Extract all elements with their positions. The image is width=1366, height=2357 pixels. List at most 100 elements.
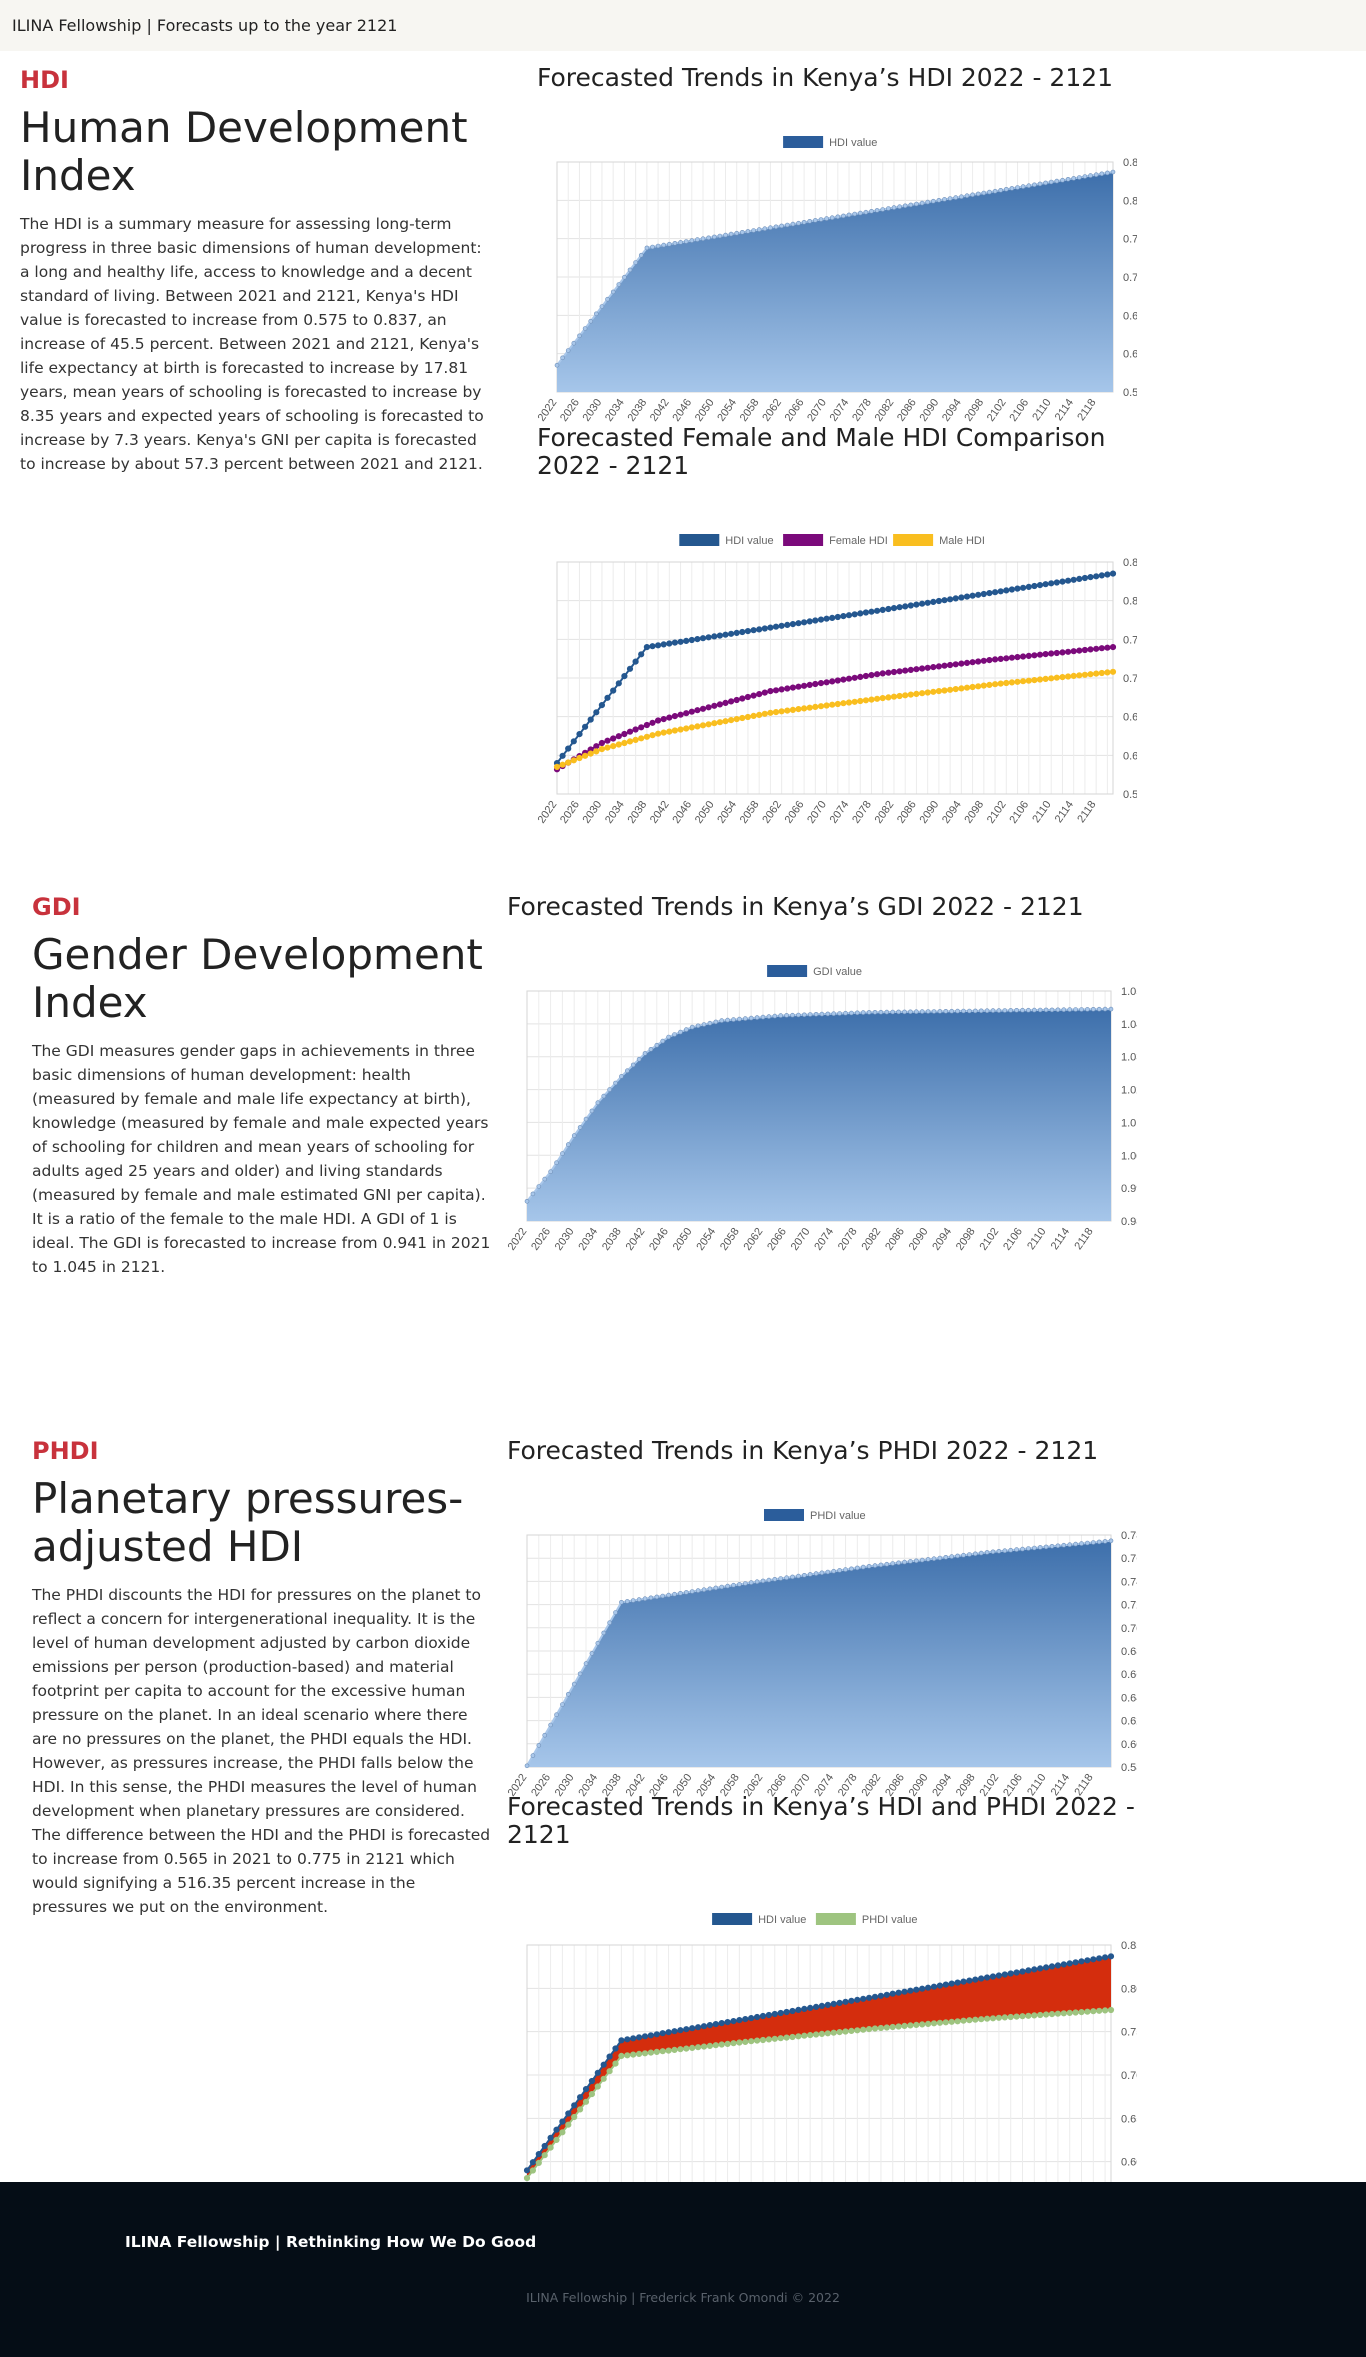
hdi-value-point[interactable] [547, 2134, 554, 2141]
phdi-value-point[interactable] [1090, 1540, 1096, 1545]
phdi-value-point[interactable] [742, 2038, 749, 2045]
legend-swatch[interactable] [767, 965, 808, 977]
male-hdi-point[interactable] [581, 752, 589, 759]
female-hdi-point[interactable] [778, 686, 785, 693]
phdi-value-point[interactable] [902, 1559, 907, 1565]
hdi-value-point[interactable] [1065, 177, 1071, 182]
hdi-value-point[interactable] [1104, 571, 1111, 578]
male-hdi-point[interactable] [576, 754, 583, 762]
female-hdi-point[interactable] [716, 701, 723, 708]
gdi-value-point[interactable] [825, 1011, 831, 1017]
phdi-value-point[interactable] [790, 1574, 795, 1580]
male-hdi-point[interactable] [1048, 675, 1055, 682]
phdi-value-point[interactable] [913, 2021, 920, 2028]
phdi-value-point[interactable] [754, 1579, 760, 1584]
legend-label[interactable]: GDI value [813, 966, 862, 978]
phdi-value-point[interactable] [524, 1763, 530, 1769]
hdi-value-point[interactable] [907, 1987, 914, 1994]
phdi-value-point[interactable] [1102, 1539, 1108, 1544]
legend-label[interactable]: HDI value [758, 1914, 806, 1926]
phdi-value-point[interactable] [795, 2033, 802, 2040]
female-hdi-point[interactable] [868, 672, 875, 679]
phdi-value-point[interactable] [700, 2043, 708, 2050]
hdi-value-point[interactable] [885, 605, 892, 613]
female-hdi-point[interactable] [593, 743, 600, 750]
hdi-value-point[interactable] [972, 1976, 979, 1983]
hdi-value-point[interactable] [1110, 169, 1116, 175]
hdi-value-point[interactable] [661, 242, 666, 248]
phdi-value-point[interactable] [878, 1562, 884, 1568]
hdi-value-point[interactable] [978, 1975, 985, 1982]
gdi-value-point[interactable] [1043, 1007, 1049, 1013]
hdi-value-point[interactable] [565, 745, 572, 752]
male-hdi-point[interactable] [1031, 677, 1038, 684]
phdi-value-point[interactable] [837, 1568, 842, 1573]
hdi-value-point[interactable] [577, 333, 582, 339]
gdi-value-point[interactable] [1108, 1006, 1114, 1012]
phdi-value-point[interactable] [1090, 2008, 1097, 2015]
female-hdi-point[interactable] [677, 711, 684, 718]
hdi-value-point[interactable] [773, 224, 779, 230]
phdi-value-point[interactable] [907, 2022, 914, 2029]
hdi-value-point[interactable] [842, 1998, 849, 2005]
phdi-value-point[interactable] [659, 2048, 666, 2055]
female-hdi-point[interactable] [666, 714, 673, 721]
phdi-value-point[interactable] [565, 2121, 572, 2128]
phdi-value-point[interactable] [995, 2014, 1003, 2021]
male-hdi-point[interactable] [660, 729, 667, 736]
male-hdi-point[interactable] [862, 697, 870, 704]
hdi-value-point[interactable] [711, 633, 718, 640]
female-hdi-point[interactable] [683, 710, 690, 717]
female-hdi-point[interactable] [610, 735, 617, 742]
male-hdi-point[interactable] [789, 706, 796, 713]
gdi-value-point[interactable] [1085, 1007, 1090, 1012]
phdi-value-point[interactable] [1107, 2006, 1115, 2014]
phdi-value-point[interactable] [583, 1661, 589, 1666]
hdi-value-point[interactable] [919, 1985, 926, 1992]
hdi-value-point[interactable] [1054, 178, 1060, 184]
male-hdi-point[interactable] [638, 735, 645, 742]
gdi-value-point[interactable] [583, 1116, 589, 1122]
hdi-value-point[interactable] [694, 636, 701, 643]
hdi-value-point[interactable] [1101, 1954, 1109, 1961]
hdi-value-point[interactable] [891, 205, 897, 210]
hdi-value-point[interactable] [866, 1994, 873, 2001]
hdi-value-point[interactable] [1014, 585, 1021, 592]
phdi-value-point[interactable] [989, 2015, 997, 2022]
gdi-value-point[interactable] [902, 1009, 907, 1015]
male-hdi-point[interactable] [688, 724, 695, 731]
hdi-value-point[interactable] [930, 1983, 938, 1990]
hdi-value-point[interactable] [818, 217, 824, 222]
female-hdi-point[interactable] [930, 664, 937, 671]
phdi-value-point[interactable] [731, 1582, 736, 1588]
female-hdi-point[interactable] [924, 664, 931, 671]
gdi-value-point[interactable] [819, 1011, 825, 1017]
hdi-value-point[interactable] [688, 636, 695, 644]
hdi-value-point[interactable] [877, 1992, 885, 1999]
male-hdi-point[interactable] [1109, 668, 1117, 675]
female-hdi-point[interactable] [761, 689, 768, 696]
phdi-value-point[interactable] [737, 1582, 742, 1587]
female-hdi-point[interactable] [952, 661, 959, 668]
phdi-value-point[interactable] [778, 1576, 784, 1581]
gdi-value-point[interactable] [831, 1011, 837, 1016]
male-hdi-point[interactable] [593, 748, 600, 755]
hdi-value-point[interactable] [930, 598, 937, 605]
hdi-value-point[interactable] [818, 2002, 826, 2009]
hdi-value-point[interactable] [672, 241, 678, 246]
hdi-value-point[interactable] [638, 651, 645, 658]
female-hdi-point[interactable] [834, 677, 841, 684]
hdi-value-point[interactable] [919, 200, 925, 206]
hdi-value-point[interactable] [683, 637, 690, 644]
male-hdi-point[interactable] [553, 763, 561, 771]
phdi-value-point[interactable] [854, 1565, 860, 1571]
female-hdi-point[interactable] [1064, 648, 1072, 655]
female-hdi-point[interactable] [722, 699, 729, 706]
phdi-value-point[interactable] [866, 1564, 872, 1569]
hdi-value-point[interactable] [636, 2034, 643, 2041]
phdi-value-point[interactable] [930, 2020, 938, 2027]
female-hdi-point[interactable] [845, 675, 853, 682]
hdi-value-point[interactable] [771, 2010, 778, 2018]
hdi-value-point[interactable] [860, 1995, 867, 2002]
male-hdi-point[interactable] [958, 685, 965, 692]
